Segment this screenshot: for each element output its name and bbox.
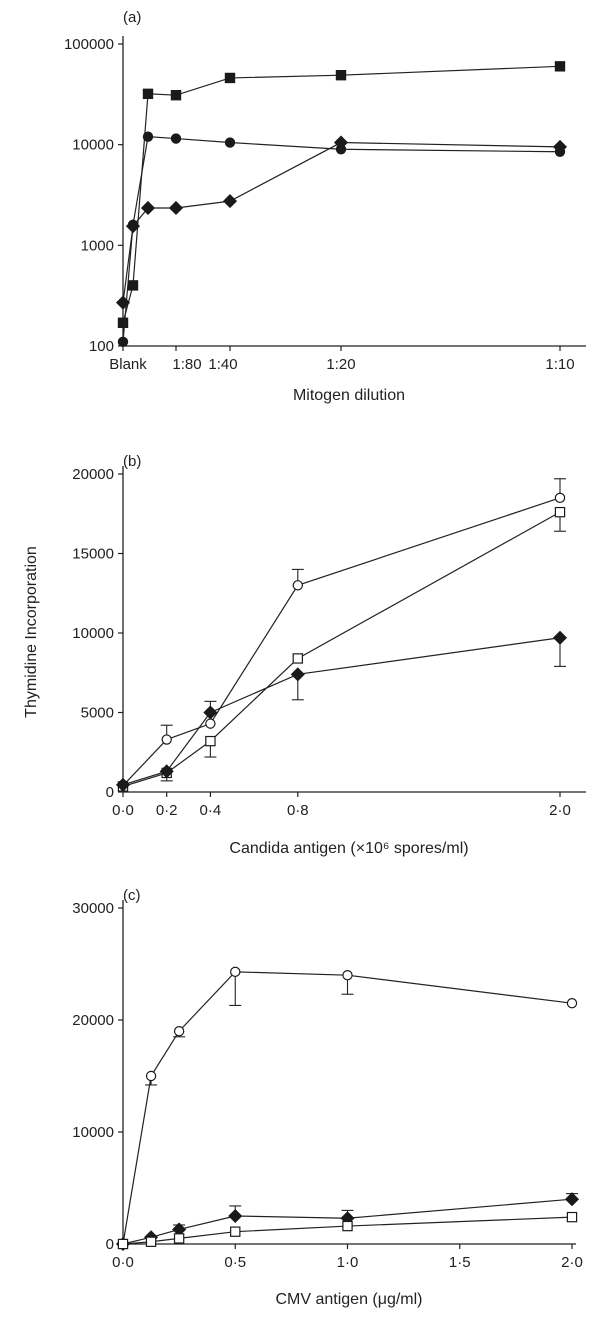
- panel-b-x-axis-label: Candida antigen (×10⁶ spores/ml): [229, 840, 468, 857]
- panel-c-y-tick-label: 0: [106, 1236, 114, 1253]
- panel-a-plot: 100 1000 10000 100000 Blank 1:80 1:40 1:20 1:10: [64, 36, 586, 373]
- panel-c: (c) CMV antigen (μg/ml) 0 10000 20000 30000…: [72, 887, 583, 1308]
- panel-a-series-3-point: [222, 194, 238, 209]
- panel-b-y-tick-label: 5000: [81, 705, 114, 722]
- panel-a: (a) Mitogen dilution 100 1000 10000 100000 B…: [64, 9, 586, 404]
- panel-b-series-3-point: [203, 705, 218, 720]
- panel-b-series-1-point: [554, 492, 566, 504]
- panel-b-series-1-point: [205, 718, 216, 729]
- panel-c-x-tick-label: 0·0: [112, 1254, 134, 1271]
- panel-a-x-tick-label: Blank: [109, 356, 147, 373]
- panel-c-x-tick-label: 1·5: [449, 1254, 471, 1271]
- panel-b-y-tick-label: 0: [106, 784, 114, 801]
- panel-b-series-1-point: [161, 734, 172, 745]
- panel-c-series-3-point: [342, 1220, 353, 1232]
- panel-c-y-tick-label: 30000: [72, 900, 114, 917]
- panel-a-y-tick-label: 1000: [81, 237, 114, 254]
- panel-c-series-3-point: [230, 1226, 241, 1237]
- panel-a-y-tick-label: 100: [89, 338, 114, 355]
- panel-c-series-1-point: [145, 1070, 157, 1082]
- panel-b-x-tick-label: 0·2: [156, 802, 178, 819]
- panel-b-plot: 0 5000 10000 15000 20000 0·0 0·2 0·4 0·8 2·0: [72, 466, 586, 819]
- panel-b-y-tick-label: 10000: [72, 625, 114, 642]
- panel-b-x-tick-label: 0·4: [200, 802, 222, 819]
- panel-b: (b) Candida antigen (×10⁶ spores/ml) Thy…: [23, 453, 586, 857]
- panel-c-x-tick-label: 2·0: [561, 1254, 583, 1271]
- panel-b-series-3-point: [159, 764, 174, 779]
- panel-a-series-3-point: [333, 135, 349, 150]
- panel-c-series-1-line: [122, 971, 573, 1245]
- panel-b-x-tick-label: 0·0: [112, 802, 134, 819]
- panel-c-x-tick-label: 0·5: [224, 1254, 246, 1271]
- panel-c-series-3-point: [173, 1233, 185, 1244]
- panel-a-series-2-point: [170, 133, 182, 144]
- panel-a-series-3-point: [140, 200, 156, 216]
- panel-a-x-tick-label: 1:20: [326, 356, 355, 373]
- panel-c-x-axis-label: CMV antigen (μg/ml): [275, 1291, 422, 1308]
- panel-a-series-3-point: [168, 200, 184, 216]
- panel-a-series-1-point: [335, 69, 347, 81]
- panel-b-series-3-line: [122, 637, 561, 786]
- panel-c-y-tick-label: 20000: [72, 1012, 114, 1029]
- panel-a-series-1-line: [122, 65, 561, 323]
- panel-b-series-3-point: [290, 667, 305, 682]
- panel-c-y-tick-label: 10000: [72, 1124, 114, 1141]
- panel-a-series-2-point: [117, 336, 129, 348]
- panel-a-series-2-point: [224, 137, 236, 148]
- panel-a-series-1-point: [127, 280, 139, 291]
- panel-b-y-tick-label: 20000: [72, 466, 114, 483]
- panel-c-label: (c): [123, 887, 141, 904]
- panel-a-series-3-point: [125, 219, 141, 234]
- panel-b-x-tick-label: 2·0: [549, 802, 571, 819]
- panel-a-series-1-point: [142, 88, 154, 100]
- panel-a-series-3-point: [115, 295, 131, 310]
- panel-a-series-2-line: [122, 136, 561, 342]
- panel-b-series-3-point: [552, 630, 568, 645]
- panel-b-y-tick-label: 15000: [72, 546, 114, 563]
- panel-c-series-1-point: [230, 966, 241, 978]
- panel-b-series-2-point: [292, 653, 304, 664]
- panel-a-series-1-point: [224, 72, 236, 84]
- panel-a-series-2-point: [142, 131, 154, 142]
- panel-a-label: (a): [123, 9, 141, 26]
- panel-b-series-2-line: [122, 511, 561, 788]
- panel-a-series-3-line: [122, 141, 561, 303]
- panel-c-series-3-point: [566, 1211, 578, 1223]
- panel-c-series-2-point: [564, 1192, 580, 1207]
- panel-c-series-1-point: [342, 970, 353, 981]
- panel-c-x-tick-label: 1·0: [337, 1254, 359, 1271]
- panel-b-series-3-point: [115, 777, 131, 792]
- panel-c-series-3-point: [117, 1238, 129, 1250]
- panel-c-plot: 0 10000 20000 30000 0·0 0·5 1·0 1·5 2·0: [72, 900, 583, 1271]
- panel-a-series-1-point: [170, 90, 182, 101]
- panel-a-x-tick-label: 1:80: [172, 356, 201, 373]
- panel-b-y-axis-label: Thymidine Incorporation: [23, 546, 40, 718]
- panel-c-series-3-point: [145, 1236, 157, 1247]
- panel-a-x-axis-label: Mitogen dilution: [293, 387, 405, 404]
- panel-b-series-2-point: [554, 506, 566, 518]
- panel-c-series-1-point: [173, 1025, 185, 1037]
- panel-b-series-2-point: [205, 735, 216, 747]
- panel-a-y-tick-label: 100000: [64, 36, 114, 53]
- panel-c-series-2-point: [228, 1208, 243, 1224]
- panel-c-series-1-point: [566, 998, 578, 1009]
- panel-a-series-3-point: [552, 139, 568, 154]
- panel-a-x-tick-label: 1:40: [208, 356, 237, 373]
- panel-a-series-1-point: [554, 61, 566, 72]
- panel-b-label: (b): [123, 453, 141, 470]
- panel-a-x-tick-label: 1:10: [545, 356, 574, 373]
- panel-a-series-1-point: [117, 317, 129, 329]
- panel-a-y-tick-label: 10000: [72, 137, 114, 154]
- panel-b-series-1-point: [292, 580, 303, 591]
- panel-b-x-tick-label: 0·8: [287, 802, 309, 819]
